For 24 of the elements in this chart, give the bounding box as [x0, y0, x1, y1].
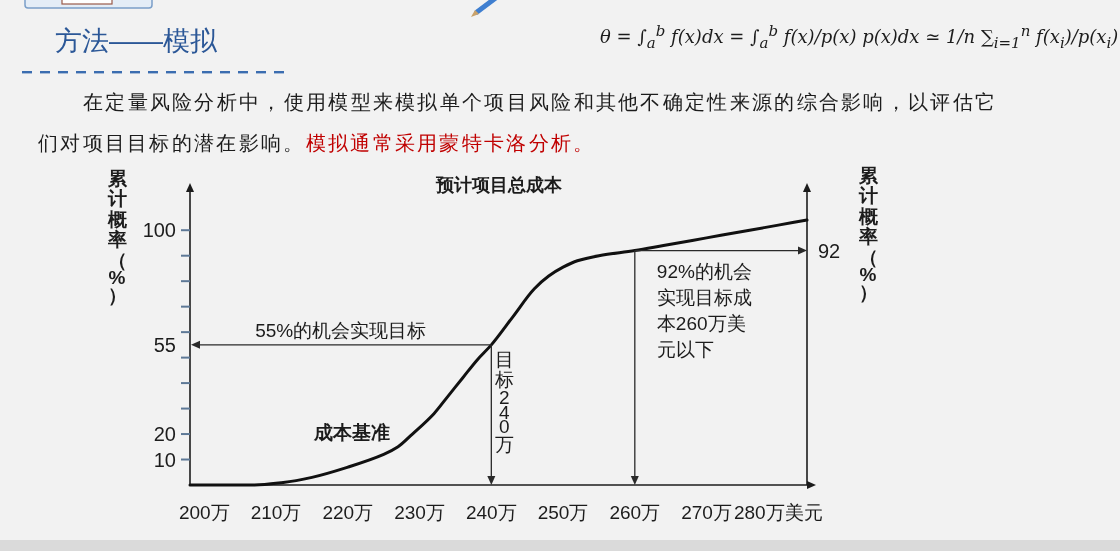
x-tick-label: 210万 — [250, 501, 302, 523]
text: 模拟通常采用蒙特卡洛分析。 — [305, 132, 596, 154]
series-label: 成本基准 — [313, 421, 391, 443]
text: θ = ∫$_{a}$$^{b}$ f(x)dx = ∫$_{a}$$^{b}$ f(x)/p(x) p(x)dx ≃ 1/n ∑$_{i=1}$$^{n}$ f(x$_{i}$)/p(x$_{i}$) — [600, 22, 1119, 52]
y-tick-label: 10 — [153, 448, 176, 471]
chart-title: 预计项目总成本 — [434, 175, 563, 195]
y-tick-label: 100 — [142, 219, 176, 242]
x-tick-label: 230万 — [394, 501, 445, 523]
ref-line-label: 55%的机会实现目标 — [255, 320, 427, 342]
y-tick-label: 20 — [153, 423, 176, 446]
y2-axis-title: 累计概率（%） — [106, 167, 128, 307]
ref-line-label: 92 — [818, 239, 841, 262]
x-tick-label: 260万 — [609, 501, 661, 523]
text: 方法——模拟 — [55, 25, 217, 58]
x-tick-label: 200万 — [179, 501, 230, 523]
x-tick-label: 220万 — [322, 501, 374, 523]
y-tick-label: 55 — [153, 333, 176, 356]
x-tick-label: 280万美元 — [733, 501, 823, 523]
ref-line-label: 目标240万 — [493, 348, 514, 456]
x-tick-label: 270万 — [681, 501, 732, 523]
x-tick-label: 240万 — [465, 501, 517, 523]
x-tick-label: 250万 — [537, 501, 589, 523]
y-axis-title: 累计概率（%） — [857, 164, 879, 304]
ref-line-label: 92%的机会实现目标成本260万美元以下 — [656, 260, 752, 360]
